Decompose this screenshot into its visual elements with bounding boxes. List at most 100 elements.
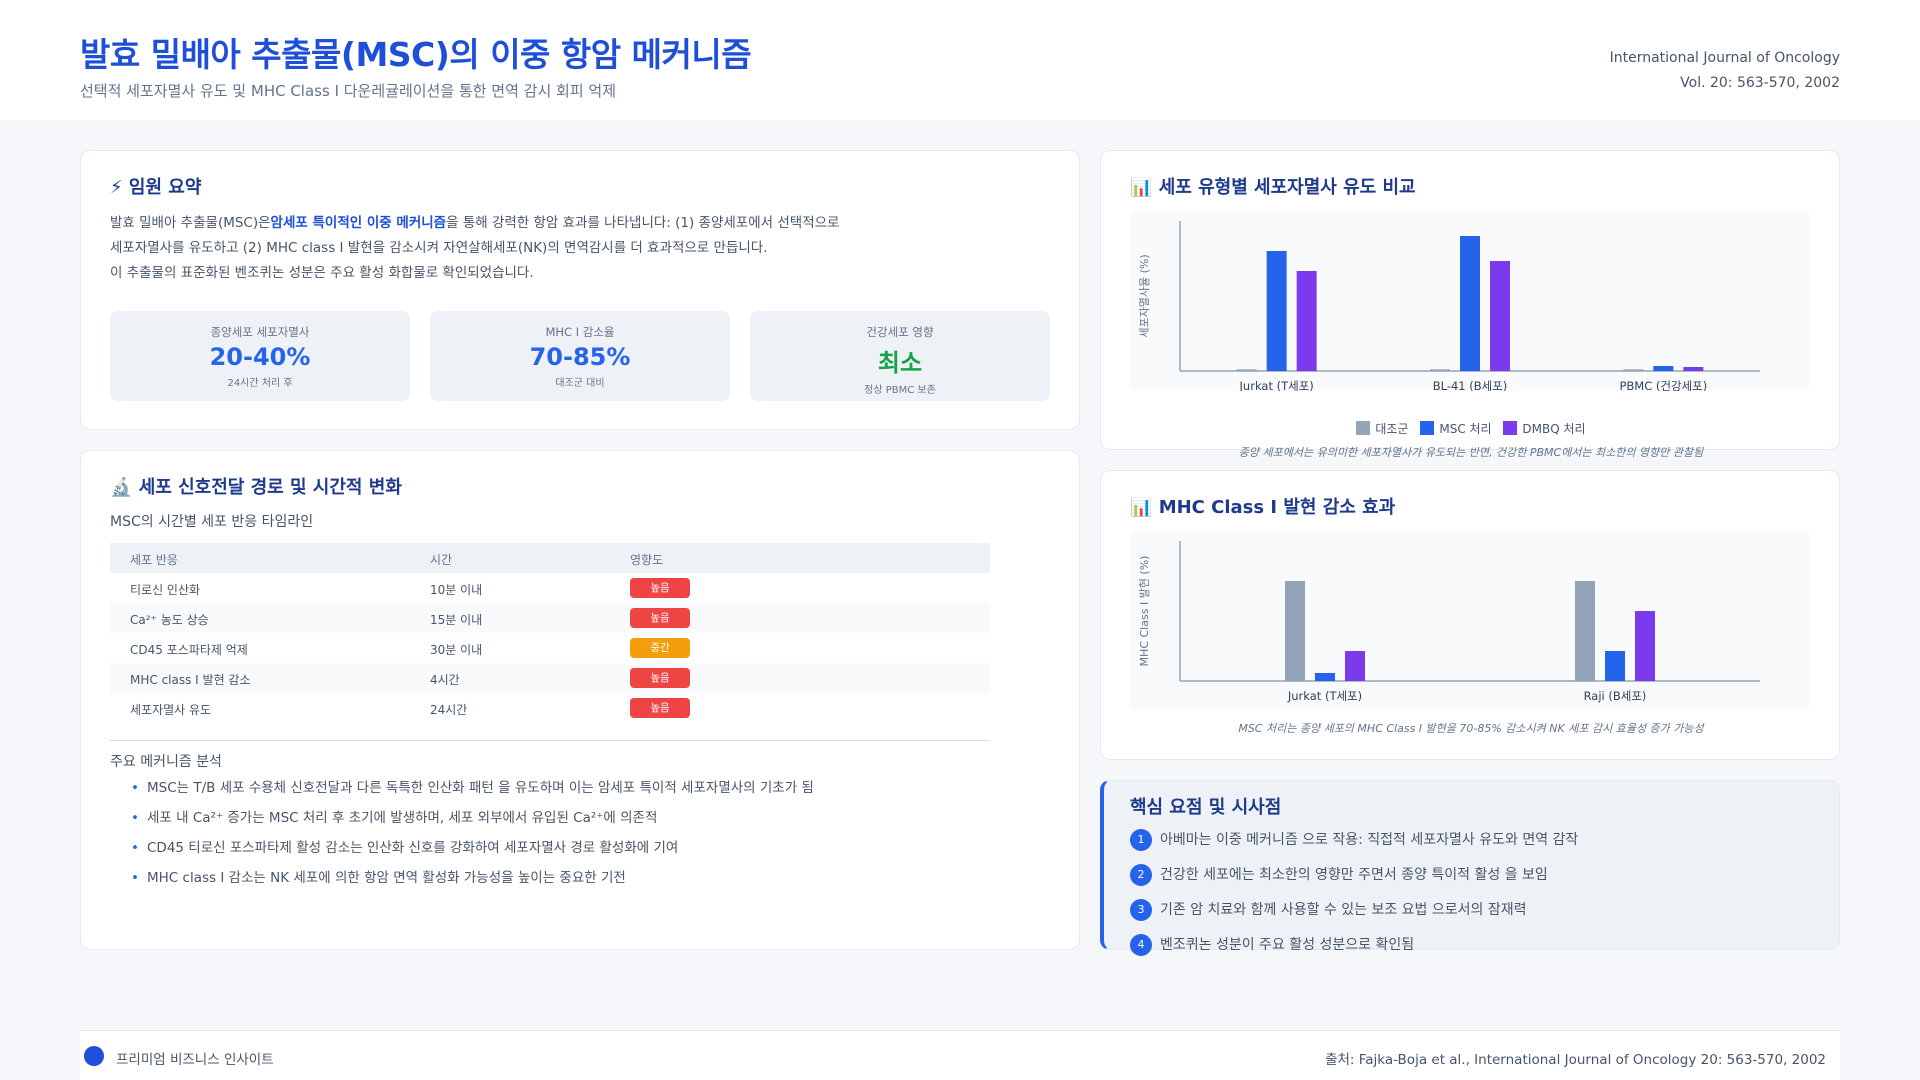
bar xyxy=(1653,366,1674,371)
stat-note: 대조군 대비 xyxy=(555,378,605,389)
mhc-chart-area: MHC Class I 발현 (%) Jurkat (T세포) Raji (B세포) xyxy=(1130,531,1810,711)
bar xyxy=(1430,369,1450,371)
key-points-list: 1 아베마는 이중 메커니즘 으로 작용: 직접적 세포자멸사 유도와 면역 감작… xyxy=(1130,829,1578,958)
cell-time: 4시간 xyxy=(430,673,460,687)
list-item: • 세포 내 Ca²⁺ 증가는 MSC 처리 후 초기에 발생하며, 세포 외부에… xyxy=(131,808,1031,838)
cell-response: MHC class I 발현 감소 xyxy=(130,673,251,687)
key-point-text: 기존 암 치료와 함께 사용할 수 있는 보조 요법 으로서의 잠재력 xyxy=(1160,902,1527,918)
bar xyxy=(1605,651,1625,681)
bar xyxy=(1236,369,1257,371)
chart-legend: 대조군 MSC 처리 DMBQ 처리 xyxy=(1101,420,1841,437)
number-badge: 3 xyxy=(1130,899,1152,921)
impact-badge: 높음 xyxy=(630,608,690,628)
apoptosis-chart-caption: 종양 세포에서는 유의미한 세포자멸사가 유도되는 반면, 건강한 PBMC에서… xyxy=(1238,446,1704,459)
footer-brand: 프리미엄 비즈니스 인사이트 xyxy=(116,1052,274,1068)
legend-item-msc: MSC 처리 xyxy=(1420,420,1492,437)
mechanism-text: 세포 내 Ca²⁺ 증가는 MSC 처리 후 초기에 발생하며, 세포 외부에서… xyxy=(147,810,658,826)
mhc-bar-chart: MHC Class I 발현 (%) Jurkat (T세포) Raji (B세포) xyxy=(1138,541,1760,703)
stat-label: 건강세포 영향 xyxy=(866,325,934,339)
impact-badge: 높음 xyxy=(630,668,690,688)
y-axis-label: 세포자멸사율 (%) xyxy=(1138,254,1151,337)
bullet-icon: • xyxy=(131,870,139,886)
column-header-impact: 영향도 xyxy=(630,553,664,567)
summary-line-1-pre: 발효 밀배아 추출물(MSC)은 xyxy=(110,215,271,231)
pathway-title: 🔬 세포 신호전달 경로 및 시간적 변화 xyxy=(110,473,402,499)
legend-label: 대조군 xyxy=(1375,422,1409,436)
journal-name: International Journal of Oncology xyxy=(1609,50,1840,66)
footer-source: 출처: Fajka-Boja et al., International Jou… xyxy=(1325,1052,1826,1068)
mhc-chart-card: 📊 MHC Class I 발현 감소 효과 MHC Class I 발현 (%… xyxy=(1100,470,1840,760)
lightning-icon: ⚡ xyxy=(110,177,123,198)
apoptosis-chart-title: 📊 세포 유형별 세포자멸사 유도 비교 xyxy=(1130,173,1416,199)
cell-response: 티로신 인산화 xyxy=(130,583,201,597)
list-item: 4 벤조퀴논 성분이 주요 활성 성분으로 확인됨 xyxy=(1130,934,1578,958)
stat-tumor-apoptosis: 종양세포 세포자멸사 20-40% 24시간 처리 후 xyxy=(110,311,410,401)
column-header-time: 시간 xyxy=(430,553,453,567)
legend-swatch xyxy=(1356,421,1371,435)
page-footer: 프리미엄 비즈니스 인사이트 출처: Fajka-Boja et al., In… xyxy=(80,1030,1840,1080)
key-point-text: 건강한 세포에는 최소한의 영향만 주면서 종양 특이적 활성 을 보임 xyxy=(1160,867,1548,883)
summary-text: 발효 밀배아 추출물(MSC)은암세포 특이적인 이중 메커니즘을 통해 강력한… xyxy=(110,211,1010,286)
stat-healthy-cells: 건강세포 영향 최소 정상 PBMC 보존 xyxy=(750,311,1050,401)
stat-mhc-reduction: MHC I 감소율 70-85% 대조군 대비 xyxy=(430,311,730,401)
impact-badge: 높음 xyxy=(630,578,690,598)
x-tick-label: PBMC (건강세포) xyxy=(1619,379,1707,391)
bullet-icon: • xyxy=(131,810,139,826)
apoptosis-chart-title-text: 세포 유형별 세포자멸사 유도 비교 xyxy=(1158,177,1416,198)
list-item: • MHC class I 감소는 NK 세포에 의한 항암 면역 활성화 가능성… xyxy=(131,868,1031,898)
stat-note: 24시간 처리 후 xyxy=(227,378,293,389)
list-item: 2 건강한 세포에는 최소한의 영향만 주면서 종양 특이적 활성 을 보임 xyxy=(1130,864,1578,899)
table-row: MHC class I 발현 감소 4시간 높음 xyxy=(110,663,990,693)
section-divider xyxy=(110,740,990,741)
bar xyxy=(1285,581,1305,681)
impact-badge: 중간 xyxy=(630,638,690,658)
executive-summary-card: ⚡ 임원 요약 발효 밀배아 추출물(MSC)은암세포 특이적인 이중 메커니즘… xyxy=(80,150,1080,430)
legend-item-dmbq: DMBQ 처리 xyxy=(1503,420,1586,437)
mhc-chart-caption: MSC 처리는 종양 세포의 MHC Class I 발현을 70-85% 감소… xyxy=(1238,722,1704,735)
table-header: 세포 반응 시간 영향도 xyxy=(110,543,990,573)
legend-label: DMBQ 처리 xyxy=(1522,422,1586,436)
list-item: 1 아베마는 이중 메커니즘 으로 작용: 직접적 세포자멸사 유도와 면역 감작 xyxy=(1130,829,1578,864)
summary-title-text: 임원 요약 xyxy=(128,177,202,198)
stat-label: MHC I 감소율 xyxy=(545,325,615,339)
page-subtitle: 선택적 세포자멸사 유도 및 MHC Class I 다운레귤레이션을 통한 면… xyxy=(80,82,617,100)
table-row: Ca²⁺ 농도 상승 15분 이내 높음 xyxy=(110,603,990,633)
bullet-icon: • xyxy=(131,840,139,856)
brand-logo-icon xyxy=(84,1046,104,1066)
analysis-label: 주요 메커니즘 분석 xyxy=(110,754,222,770)
signaling-pathway-card: 🔬 세포 신호전달 경로 및 시간적 변화 MSC의 시간별 세포 반응 타임라… xyxy=(80,450,1080,950)
summary-highlight: 암세포 특이적인 이중 메커니즘 xyxy=(270,215,447,231)
summary-line-2: 세포자멸사를 유도하고 (2) MHC class I 발현을 감소시켜 자연살… xyxy=(110,240,768,256)
x-tick-label: Raji (B세포) xyxy=(1584,689,1647,703)
mhc-chart-title: 📊 MHC Class I 발현 감소 효과 xyxy=(1130,493,1395,519)
x-tick-label: Jurkat (T세포) xyxy=(1287,689,1362,703)
timeline-table: 세포 반응 시간 영향도 티로신 인산화 10분 이내 높음 Ca²⁺ 농도 상… xyxy=(110,543,990,723)
journal-info: International Journal of Oncology Vol. 2… xyxy=(1610,46,1840,96)
bar xyxy=(1683,367,1704,371)
column-header-response: 세포 반응 xyxy=(130,553,178,567)
table-row: 티로신 인산화 10분 이내 높음 xyxy=(110,573,990,603)
key-points-card: 핵심 요점 및 시사점 1 아베마는 이중 메커니즘 으로 작용: 직접적 세포자… xyxy=(1100,780,1840,956)
x-tick-label: BL-41 (B세포) xyxy=(1433,379,1508,391)
stat-value: 70-85% xyxy=(529,343,631,371)
mechanism-list: • MSC는 T/B 세포 수용체 신호전달과 다른 독특한 인산화 패턴 을 유… xyxy=(131,778,1031,898)
list-item: • MSC는 T/B 세포 수용체 신호전달과 다른 독특한 인산화 패턴 을 유… xyxy=(131,778,1031,808)
microscope-icon: 🔬 xyxy=(110,477,133,498)
key-points-title: 핵심 요점 및 시사점 xyxy=(1130,797,1282,818)
number-badge: 2 xyxy=(1130,864,1152,886)
table-row: CD45 포스파타제 억제 30분 이내 중간 xyxy=(110,633,990,663)
list-item: • CD45 티로신 포스파타제 활성 감소는 인산화 신호를 강화하여 세포자멸… xyxy=(131,838,1031,868)
cell-response: 세포자멸사 유도 xyxy=(130,703,212,717)
mechanism-text: CD45 티로신 포스파타제 활성 감소는 인산화 신호를 강화하여 세포자멸사… xyxy=(147,840,679,856)
page-title: 발효 밀배아 추출물(MSC)의 이중 항암 메커니즘 xyxy=(80,35,752,74)
key-point-text: 아베마는 이중 메커니즘 으로 작용: 직접적 세포자멸사 유도와 면역 감작 xyxy=(1160,832,1579,848)
mechanism-text: MSC는 T/B 세포 수용체 신호전달과 다른 독특한 인산화 패턴 을 유도… xyxy=(147,780,814,796)
legend-swatch xyxy=(1420,421,1435,435)
key-point-text: 벤조퀴논 성분이 주요 활성 성분으로 확인됨 xyxy=(1160,937,1415,953)
summary-line-1-post: 을 통해 강력한 항암 효과를 나타냅니다: (1) 종양세포에서 선택적으로 xyxy=(446,215,840,231)
table-row: 세포자멸사 유도 24시간 높음 xyxy=(110,693,990,723)
y-axis-label: MHC Class I 발현 (%) xyxy=(1138,556,1151,667)
timeline-label: MSC의 시간별 세포 반응 타임라인 xyxy=(110,514,314,530)
stat-label: 종양세포 세포자멸사 xyxy=(210,325,310,339)
bar xyxy=(1266,251,1287,371)
